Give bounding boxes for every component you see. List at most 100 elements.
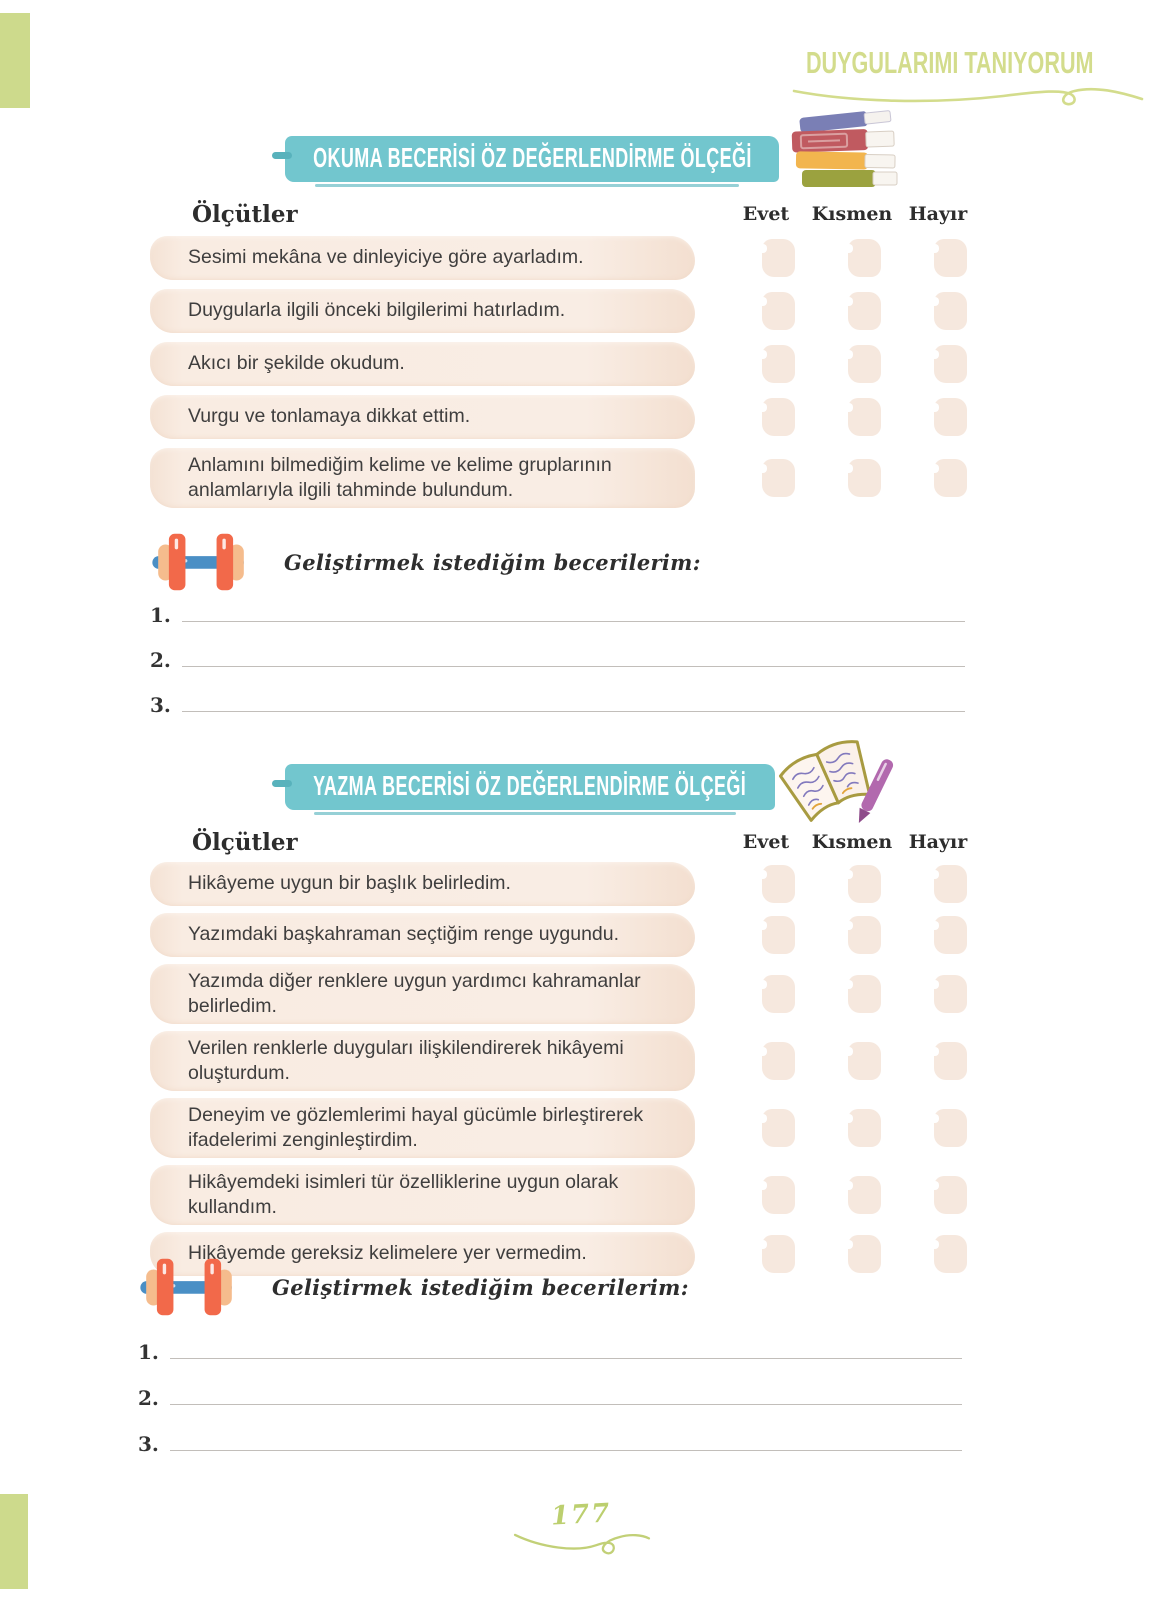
checkbox-hayir[interactable] [933, 1042, 967, 1080]
checkbox-kismen[interactable] [847, 1042, 881, 1080]
table-row: Duygularla ilgili önceki bilgilerimi hat… [150, 289, 993, 333]
skill-number: 1. [150, 603, 171, 627]
skill-line-row: 3. [138, 1410, 990, 1456]
page-footer: 177 [0, 1498, 1163, 1558]
skill-line-row: 1. [138, 1324, 990, 1364]
writing-section-title-banner: YAZMA BECERİSİ ÖZ DEĞERLENDİRME ÖLÇEĞİ [272, 764, 775, 815]
table-header: Ölçütler Evet Kısmen Hayır [150, 196, 993, 232]
table-row: Yazımdaki başkahraman seçtiğim renge uyg… [150, 913, 993, 957]
table-row: Hikâyeme uygun bir başlık belirledim. [150, 862, 993, 906]
checkbox-hayir[interactable] [933, 292, 967, 330]
checkbox-kismen[interactable] [847, 345, 881, 383]
checkbox-evet[interactable] [761, 239, 795, 277]
reading-section-title-banner: OKUMA BECERİSİ ÖZ DEĞERLENDİRME ÖLÇEĞİ [272, 136, 779, 187]
checkbox-kismen[interactable] [847, 1235, 881, 1273]
skills-to-develop-reading: Geliştirmek istediğim becerilerim: 1. 2.… [150, 525, 993, 717]
checkbox-evet[interactable] [761, 865, 795, 903]
criterion-text: Anlamını bilmediğim kelime ve kelime gru… [188, 453, 612, 501]
table-row: Anlamını bilmediğim kelime ve kelime gru… [150, 448, 993, 508]
skill-write-line[interactable] [182, 640, 965, 667]
books-icon [791, 110, 898, 187]
table-row: Hikâyemde gereksiz kelimelere yer vermed… [150, 1232, 993, 1276]
table-header: Ölçütler Evet Kısmen Hayır [150, 826, 993, 858]
checkbox-evet[interactable] [761, 398, 795, 436]
checkbox-evet[interactable] [761, 1176, 795, 1214]
criterion-text: Hikâyemde gereksiz kelimelere yer vermed… [188, 1242, 587, 1265]
skill-number: 1. [138, 1340, 159, 1364]
criterion-text: Yazımdaki başkahraman seçtiğim renge uyg… [188, 923, 620, 946]
skill-number: 3. [138, 1432, 159, 1456]
notebook-pen-icon [778, 740, 894, 823]
skills-to-develop-writing: Geliştirmek istediğim becerilerim: 1. 2.… [138, 1250, 990, 1456]
skills-label: Geliştirmek istediğim becerilerim: [272, 1274, 689, 1300]
dumbbell-icon [140, 1258, 232, 1316]
checkbox-kismen[interactable] [847, 459, 881, 497]
section-title: YAZMA BECERİSİ ÖZ DEĞERLENDİRME ÖLÇEĞİ [313, 771, 747, 802]
checkbox-kismen[interactable] [847, 865, 881, 903]
table-row: Deneyim ve gözlemlerimi hayal gücümle bi… [150, 1098, 993, 1158]
criterion-text: Yazımda diğer renklere uygun yardımcı ka… [188, 969, 641, 1017]
criterion-text: Hikâyeme uygun bir başlık belirledim. [188, 872, 511, 895]
writing-assessment-table: Ölçütler Evet Kısmen Hayır Hikâyeme uygu… [150, 826, 993, 1283]
criterion-text: Duygularla ilgili önceki bilgilerimi hat… [188, 299, 566, 322]
skill-write-line[interactable] [170, 1332, 962, 1359]
column-header-hayir: Hayır [908, 831, 968, 853]
section-title: OKUMA BECERİSİ ÖZ DEĞERLENDİRME ÖLÇEĞİ [312, 143, 752, 174]
table-row: Sesimi mekâna ve dinleyiciye göre ayarla… [150, 236, 993, 280]
decorative-underline-icon [792, 87, 1144, 106]
checkbox-kismen[interactable] [847, 975, 881, 1013]
checkbox-evet[interactable] [761, 345, 795, 383]
skill-write-line[interactable] [182, 595, 965, 622]
page-flourish-icon [513, 1533, 650, 1555]
checkbox-hayir[interactable] [933, 459, 967, 497]
criterion-text: Hikâyemdeki isimleri tür özelliklerine u… [188, 1170, 619, 1218]
table-row: Hikâyemdeki isimleri tür özelliklerine u… [150, 1165, 993, 1225]
criterion-text: Deneyim ve gözlemlerimi hayal gücümle bi… [188, 1103, 644, 1151]
skill-write-line[interactable] [170, 1424, 962, 1451]
checkbox-evet[interactable] [761, 1235, 795, 1273]
column-header-evet: Evet [742, 203, 790, 225]
criterion-text: Verilen renklerle duyguları ilişkilendir… [188, 1036, 624, 1084]
skill-write-line[interactable] [182, 685, 965, 712]
checkbox-evet[interactable] [761, 1109, 795, 1147]
checkbox-hayir[interactable] [933, 1109, 967, 1147]
checkbox-hayir[interactable] [933, 1235, 967, 1273]
skill-number: 2. [138, 1386, 159, 1410]
checkbox-evet[interactable] [761, 975, 795, 1013]
green-tab [0, 13, 30, 108]
checkbox-evet[interactable] [761, 459, 795, 497]
checkbox-kismen[interactable] [847, 292, 881, 330]
column-header-kismen: Kısmen [811, 831, 893, 853]
checkbox-kismen[interactable] [847, 1109, 881, 1147]
criterion-text: Akıcı bir şekilde okudum. [188, 352, 405, 375]
checkbox-hayir[interactable] [933, 239, 967, 277]
checkbox-kismen[interactable] [847, 239, 881, 277]
checkbox-hayir[interactable] [933, 345, 967, 383]
skill-write-line[interactable] [170, 1378, 962, 1405]
criterion-text: Sesimi mekâna ve dinleyiciye göre ayarla… [188, 246, 584, 269]
checkbox-evet[interactable] [761, 1042, 795, 1080]
skills-label: Geliştirmek istediğim becerilerim: [284, 549, 701, 575]
checkbox-kismen[interactable] [847, 916, 881, 954]
skill-line-row: 2. [138, 1364, 990, 1410]
checkbox-kismen[interactable] [847, 1176, 881, 1214]
dumbbell-icon [152, 533, 244, 591]
checkbox-kismen[interactable] [847, 398, 881, 436]
criteria-header: Ölçütler [192, 828, 298, 856]
table-row: Yazımda diğer renklere uygun yardımcı ka… [150, 964, 993, 1024]
checkbox-hayir[interactable] [933, 916, 967, 954]
checkbox-hayir[interactable] [933, 398, 967, 436]
checkbox-hayir[interactable] [933, 1176, 967, 1214]
column-header-evet: Evet [742, 831, 790, 853]
table-row: Vurgu ve tonlamaya dikkat ettim. [150, 395, 993, 439]
unit-header: DUYGULARIMI TANIYORUM [770, 46, 1144, 106]
criteria-header: Ölçütler [192, 200, 298, 228]
checkbox-evet[interactable] [761, 916, 795, 954]
checkbox-hayir[interactable] [933, 865, 967, 903]
checkbox-hayir[interactable] [933, 975, 967, 1013]
skill-number: 3. [150, 693, 171, 717]
skill-line-row: 2. [150, 627, 993, 672]
column-header-kismen: Kısmen [811, 203, 893, 225]
checkbox-evet[interactable] [761, 292, 795, 330]
